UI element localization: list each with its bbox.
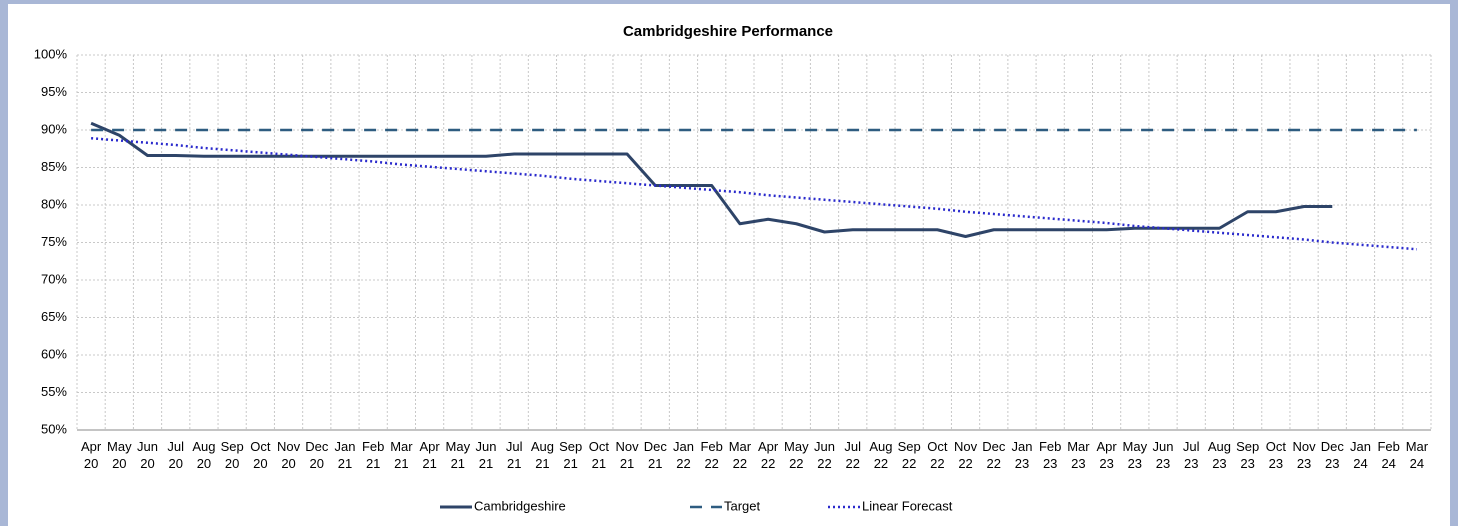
x-tick-label: Jun 20 — [137, 439, 158, 471]
x-tick-label: Apr 20 — [81, 439, 102, 471]
y-tick-label: 70% — [41, 271, 67, 286]
x-tick-label: Sep 20 — [221, 439, 244, 471]
y-tick-label: 85% — [41, 159, 67, 174]
x-tick-label: Mar 21 — [390, 439, 413, 471]
legend-label: Cambridgeshire — [474, 498, 566, 513]
x-tick-label: Mar 24 — [1406, 439, 1429, 471]
x-tick-label: Jan 21 — [334, 439, 355, 471]
x-tick-label: Oct 23 — [1266, 439, 1287, 471]
x-tick-label: May 23 — [1123, 439, 1148, 471]
x-tick-label: Dec 22 — [982, 439, 1006, 471]
x-tick-label: Jul 20 — [167, 439, 184, 471]
x-tick-label: Jan 23 — [1011, 439, 1032, 471]
y-tick-label: 50% — [41, 421, 67, 436]
x-tick-label: Aug 23 — [1208, 439, 1231, 471]
y-tick-label: 60% — [41, 346, 67, 361]
x-tick-label: Feb 23 — [1039, 439, 1061, 471]
x-tick-label: Aug 21 — [531, 439, 554, 471]
x-tick-label: Sep 21 — [559, 439, 582, 471]
y-tick-label: 100% — [34, 46, 68, 61]
x-tick-label: Jan 24 — [1350, 439, 1371, 471]
x-tick-label: May 21 — [446, 439, 471, 471]
x-tick-label: Dec 21 — [644, 439, 668, 471]
x-tick-label: Feb 21 — [362, 439, 384, 471]
x-tick-label: Oct 22 — [927, 439, 948, 471]
series-line — [91, 137, 1417, 251]
x-tick-label: Jul 23 — [1183, 439, 1200, 471]
x-tick-label: Oct 20 — [250, 439, 271, 471]
x-tick-label: Jul 22 — [844, 439, 861, 471]
y-tick-label: 90% — [41, 121, 67, 136]
x-tick-label: Feb 22 — [700, 439, 722, 471]
chart-title: Cambridgeshire Performance — [623, 23, 833, 40]
x-tick-label: Jun 21 — [476, 439, 497, 471]
x-tick-label: Aug 22 — [869, 439, 892, 471]
x-tick-label: Apr 21 — [419, 439, 440, 471]
y-tick-label: 75% — [41, 234, 67, 249]
x-tick-label: Mar 22 — [729, 439, 752, 471]
x-tick-label: Nov 22 — [954, 439, 978, 471]
x-tick-label: Jul 21 — [506, 439, 523, 471]
legend-label: Linear Forecast — [862, 498, 953, 513]
x-tick-label: Nov 21 — [616, 439, 640, 471]
x-tick-label: Sep 23 — [1236, 439, 1259, 471]
x-tick-label: Jun 23 — [1153, 439, 1174, 471]
y-tick-label: 95% — [41, 84, 67, 99]
legend-label: Target — [724, 498, 761, 513]
x-tick-label: Apr 23 — [1096, 439, 1117, 471]
x-tick-label: May 20 — [107, 439, 132, 471]
x-tick-label: Dec 20 — [305, 439, 329, 471]
x-tick-label: Nov 20 — [277, 439, 301, 471]
chart-frame — [8, 4, 1450, 526]
x-tick-label: Jan 22 — [673, 439, 694, 471]
x-tick-label: Mar 23 — [1067, 439, 1090, 471]
x-tick-label: Apr 22 — [758, 439, 779, 471]
y-tick-label: 55% — [41, 384, 67, 399]
x-tick-label: Nov 23 — [1293, 439, 1317, 471]
x-tick-label: Dec 23 — [1321, 439, 1345, 471]
x-tick-label: Feb 24 — [1377, 439, 1399, 471]
x-tick-label: Aug 20 — [192, 439, 215, 471]
x-tick-label: Oct 21 — [589, 439, 610, 471]
series-line — [90, 121, 1333, 238]
y-tick-label: 80% — [41, 196, 67, 211]
x-tick-label: Sep 22 — [898, 439, 921, 471]
x-tick-label: May 22 — [784, 439, 809, 471]
y-tick-label: 65% — [41, 309, 67, 324]
x-tick-label: Jun 22 — [814, 439, 835, 471]
